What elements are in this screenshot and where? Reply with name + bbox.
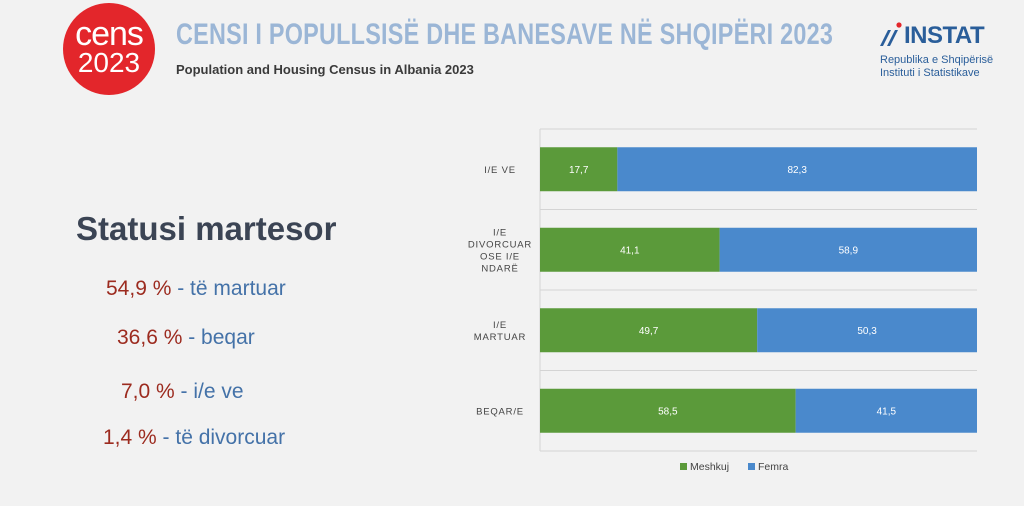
data-label: 41,1 — [620, 245, 640, 256]
stat-label: - të martuar — [171, 277, 286, 300]
data-label: 17,7 — [569, 165, 589, 176]
bar-femra — [757, 308, 977, 353]
stat-value: 1,4 % — [103, 426, 157, 449]
data-label: 82,3 — [787, 165, 807, 176]
stat-single: 36,6 % - beqar — [117, 326, 255, 350]
stat-value: 36,6 % — [117, 326, 183, 349]
data-label: 58,5 — [658, 406, 678, 417]
stat-label: - beqar — [182, 326, 255, 349]
data-label: 41,5 — [877, 406, 897, 417]
data-label: 49,7 — [639, 326, 659, 337]
category-label: BEQAR/E — [476, 406, 524, 417]
category-label: I/E VE — [484, 165, 516, 176]
bar-femra — [617, 147, 977, 192]
bar-femra — [719, 227, 977, 272]
bar-meshkuj — [540, 388, 796, 433]
marital-status-chart: I/E VE 17,7 82,3 I/E DIVORCUAR OSE I/E NDARË 41… — [468, 128, 977, 473]
legend-label: Meshkuj — [690, 461, 729, 473]
bar-femra — [795, 388, 977, 433]
section-heading: Statusi martesor — [76, 210, 337, 247]
instat-line-2: Instituti i Statistikave — [880, 67, 980, 79]
stat-label: - të divorcuar — [156, 426, 286, 449]
category-label: I/E DIVORCUAR OSE I/E NDARË — [468, 227, 532, 274]
logo-text-cens: cens — [75, 15, 144, 53]
bar-meshkuj — [540, 147, 618, 192]
data-label: 50,3 — [857, 326, 877, 337]
stat-value: 7,0 % — [121, 380, 175, 403]
logo-text-year: 2023 — [77, 47, 141, 78]
cens-2023-logo: cens 2023 — [63, 3, 155, 95]
stat-label: - i/e ve — [174, 380, 244, 403]
instat-logo-icon — [880, 22, 902, 46]
page-subtitle: Population and Housing Census in Albania… — [176, 62, 474, 77]
instat-name: INSTAT — [904, 22, 985, 49]
page-title: CENSI I POPULLSISË DHE BANESAVE NË SHQIP… — [176, 18, 834, 51]
instat-line-1: Republika e Shqipërisë — [880, 54, 994, 66]
legend-label: Femra — [758, 461, 788, 473]
category-label: I/E MARTUAR — [474, 320, 526, 343]
stat-divorced: 1,4 % - të divorcuar — [103, 426, 285, 450]
legend-swatch-femra — [748, 463, 755, 470]
bar-meshkuj — [540, 308, 758, 353]
data-label: 58,9 — [839, 245, 859, 256]
legend-swatch-meshkuj — [680, 463, 687, 470]
stat-widowed: 7,0 % - i/e ve — [121, 380, 244, 404]
stat-married: 54,9 % - të martuar — [106, 277, 286, 301]
bar-meshkuj — [540, 227, 720, 272]
stat-value: 54,9 % — [106, 277, 172, 300]
